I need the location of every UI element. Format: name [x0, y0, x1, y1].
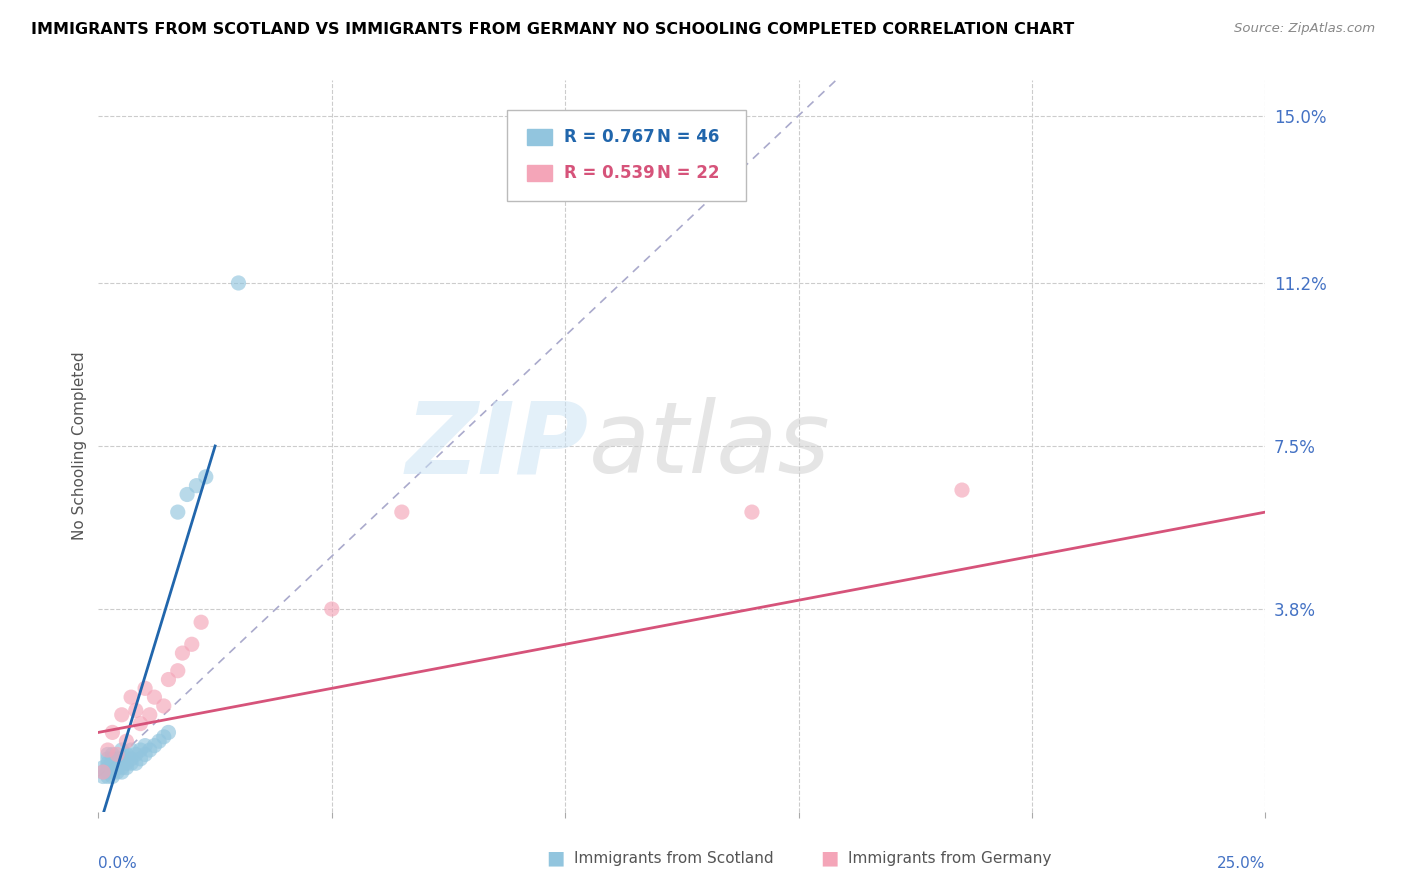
Point [101, 752, 124, 766]
Point [105, 761, 128, 775]
Point [125, 747, 148, 762]
Point [129, 752, 152, 766]
Point [186, 478, 208, 492]
Point [120, 743, 142, 757]
Point [190, 615, 212, 630]
Text: R = 0.767: R = 0.767 [564, 128, 655, 145]
Point [111, 765, 134, 780]
Point [97, 769, 120, 783]
Point [134, 739, 156, 753]
Point [139, 743, 162, 757]
Point [115, 747, 138, 762]
Point [97, 765, 120, 780]
Point [143, 690, 166, 705]
Point [111, 756, 134, 771]
Point [111, 752, 134, 766]
FancyBboxPatch shape [508, 110, 747, 201]
Point [97, 756, 120, 771]
Point [105, 756, 128, 771]
Point [120, 756, 142, 771]
Point [391, 505, 413, 519]
Point [120, 690, 142, 705]
Point [101, 747, 124, 762]
Text: Immigrants from Scotland: Immigrants from Scotland [574, 851, 773, 865]
Point [166, 505, 188, 519]
Point [125, 703, 148, 717]
Point [134, 681, 156, 696]
Point [228, 276, 250, 290]
Text: N = 46: N = 46 [658, 128, 720, 145]
Point [111, 743, 134, 757]
Point [111, 761, 134, 775]
Point [134, 747, 156, 762]
Point [101, 725, 124, 739]
Point [157, 725, 180, 739]
Point [129, 743, 152, 757]
Point [741, 505, 763, 519]
Point [105, 747, 128, 762]
Point [105, 765, 128, 780]
Point [111, 707, 134, 722]
Text: R = 0.539: R = 0.539 [564, 164, 655, 182]
Point [97, 743, 120, 757]
Text: Immigrants from Germany: Immigrants from Germany [848, 851, 1052, 865]
Point [97, 752, 120, 766]
Point [125, 756, 148, 771]
Point [129, 716, 152, 731]
Point [321, 602, 343, 616]
Point [180, 637, 202, 651]
Text: ■: ■ [546, 848, 565, 868]
Text: IMMIGRANTS FROM SCOTLAND VS IMMIGRANTS FROM GERMANY NO SCHOOLING COMPLETED CORRE: IMMIGRANTS FROM SCOTLAND VS IMMIGRANTS F… [31, 22, 1074, 37]
Point [148, 734, 170, 748]
Text: ■: ■ [820, 848, 839, 868]
Point [97, 747, 120, 762]
Text: 25.0%: 25.0% [1218, 855, 1265, 871]
Point [101, 756, 124, 771]
Point [115, 761, 138, 775]
Text: atlas: atlas [589, 398, 830, 494]
Point [91, 761, 114, 775]
Point [115, 756, 138, 771]
Point [172, 646, 194, 660]
Point [91, 765, 114, 780]
Point [143, 739, 166, 753]
Bar [527, 165, 553, 181]
Point [91, 769, 114, 783]
Text: 0.0%: 0.0% [98, 855, 138, 871]
Point [194, 470, 217, 484]
Point [115, 734, 138, 748]
Text: ZIP: ZIP [405, 398, 589, 494]
Point [176, 487, 198, 501]
Point [97, 761, 120, 775]
Point [101, 765, 124, 780]
Y-axis label: No Schooling Completed: No Schooling Completed [72, 351, 87, 541]
Point [950, 483, 973, 497]
Text: Source: ZipAtlas.com: Source: ZipAtlas.com [1234, 22, 1375, 36]
Point [139, 707, 162, 722]
Point [91, 765, 114, 780]
Point [101, 761, 124, 775]
Point [105, 752, 128, 766]
Point [152, 698, 174, 713]
Point [157, 673, 180, 687]
Point [101, 769, 124, 783]
Point [152, 730, 174, 744]
Text: N = 22: N = 22 [658, 164, 720, 182]
Bar [527, 128, 553, 145]
Point [120, 752, 142, 766]
Point [166, 664, 188, 678]
